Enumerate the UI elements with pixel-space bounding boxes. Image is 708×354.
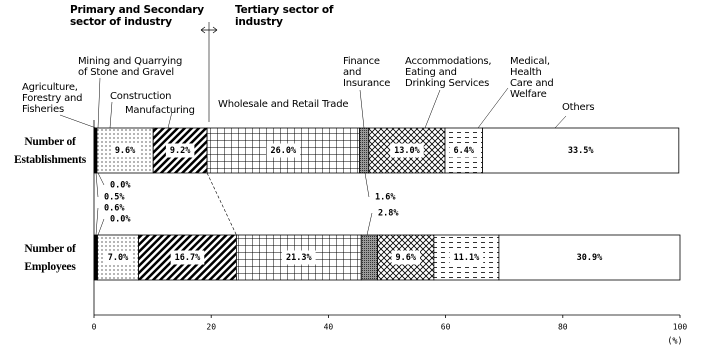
category-label: Number of Establishments [14,135,86,166]
value-label-bg [390,143,424,158]
value-label: 6.4% [454,146,475,156]
value-label: 33.5% [568,146,594,156]
value-label-bg [165,143,195,158]
value-label: 9.2% [170,146,191,156]
value-label-bg [110,143,140,158]
value-label: 30.9% [577,253,603,263]
value-label-bg [391,250,420,265]
value-label-bg [449,143,479,158]
sector-arrow [200,26,218,34]
leader-line [359,89,365,129]
label-leader [95,172,99,198]
value-label: 0.5% [104,193,125,203]
value-label-bg [282,250,316,265]
value-label: 16.7% [175,253,201,263]
series-label: Manufacturing [125,105,195,116]
value-label: 26.0% [270,146,296,156]
series-label: Agriculture, Forestry and Fisheries [22,82,83,115]
series-label: Construction [110,91,172,102]
x-axis-label: (%) [667,337,682,347]
value-label: 21.3% [286,253,312,263]
series-label: Others [562,102,595,113]
series-label: Mining and Quarrying of Stone and Gravel [78,56,183,78]
leader-line [424,89,441,129]
value-label-bg [266,143,301,158]
x-tick-label: 60 [441,323,451,332]
value-label: 13.0% [394,146,420,156]
series-label: Accommodations, Eating and Drinking Serv… [405,56,492,89]
label-leader [97,218,105,236]
label-leader [364,172,370,198]
value-label: 11.1% [454,253,480,263]
leader-line [59,114,97,129]
value-label: 2.8% [378,209,399,219]
value-label-bg [449,250,484,265]
series-label: Finance and Insurance [343,56,391,89]
value-label-bg [103,250,133,265]
sector-connector [206,172,237,236]
value-label-bg [170,250,205,265]
leader-line [97,77,101,129]
value-label: 0.0% [110,215,131,225]
leader-line [167,111,173,129]
x-tick-label: 0 [92,323,97,332]
value-label: 0.0% [110,181,131,191]
label-leader [366,212,373,236]
leader-line [554,115,567,129]
x-tick-label: 20 [206,323,216,332]
series-label: Medical, Health Care and Welfare [510,56,554,100]
value-label-bg [563,143,598,158]
leader-line [477,87,509,129]
series-label: Wholesale and Retail Trade [218,99,349,110]
value-label-bg [572,250,607,265]
sector-label: Tertiary sector of industry [235,4,334,28]
leader-line [109,101,113,129]
category-label: Number of Employees [24,242,76,273]
value-label: 7.0% [108,253,129,263]
x-tick-label: 40 [324,323,334,332]
label-leader [95,207,99,236]
label-leader [97,172,105,186]
bar-segment [360,234,379,281]
value-label: 9.6% [396,253,417,263]
sector-label: Primary and Secondary sector of industry [70,4,204,28]
value-label: 0.6% [104,204,125,214]
bar-segment [359,127,370,174]
value-label: 9.6% [115,146,136,156]
x-tick-label: 80 [558,323,568,332]
x-tick-label: 100 [673,323,688,332]
value-label: 1.6% [375,193,396,203]
